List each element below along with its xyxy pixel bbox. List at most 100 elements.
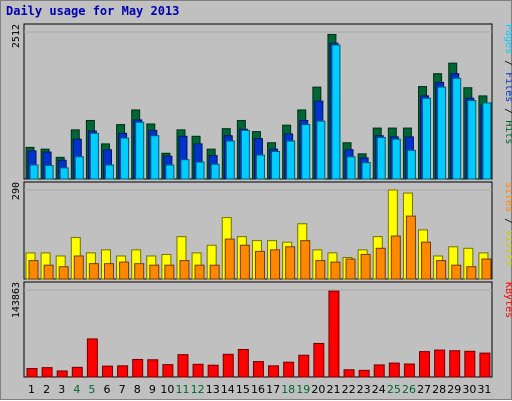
bar-kbytes-day-10	[162, 364, 174, 378]
panel-usage: 2512 Pages / Files / Hits	[11, 23, 512, 180]
x-tick-label-day-14: 14	[221, 383, 235, 396]
x-tick-label-day-3: 3	[58, 383, 65, 396]
bar-sites-day-18	[285, 246, 296, 280]
bar-kbytes-day-19	[298, 354, 310, 378]
bar-sites-day-8	[134, 263, 145, 280]
legend-entry-visits: Visits	[503, 230, 512, 266]
bar-kbytes-day-25	[388, 362, 400, 378]
bar-pages-day-24	[376, 136, 386, 180]
bar-pages-day-12	[195, 161, 205, 180]
bar-kbytes-day-14	[222, 353, 234, 378]
bar-pages-day-23	[361, 162, 371, 180]
bar-sites-day-13	[209, 264, 220, 280]
bar-kbytes-day-15	[237, 348, 249, 378]
x-tick-label-day-1: 1	[28, 383, 35, 396]
x-tick-label-day-9: 9	[149, 383, 156, 396]
bar-pages-day-2	[44, 165, 54, 180]
bar-pages-day-31	[482, 102, 492, 180]
x-tick-label-day-11: 11	[176, 383, 190, 396]
bar-sites-day-3	[58, 266, 69, 280]
legend-entry-hits: Hits	[503, 120, 512, 144]
x-tick-label-day-22: 22	[342, 383, 356, 396]
bar-sites-day-30	[466, 266, 477, 280]
bar-kbytes-day-29	[449, 350, 461, 378]
legend-entry-pages: Pages	[503, 24, 512, 54]
panel-kbytes-max-label: 143863	[11, 282, 22, 318]
panel-usage-max-label: 2512	[11, 24, 22, 48]
bar-sites-day-23	[360, 253, 371, 280]
bar-kbytes-day-4	[71, 366, 83, 378]
bar-pages-day-9	[150, 135, 160, 180]
bar-kbytes-day-31	[479, 352, 491, 378]
bar-kbytes-day-1	[26, 368, 38, 378]
x-tick-label-day-2: 2	[43, 383, 50, 396]
bar-kbytes-day-7	[117, 365, 129, 378]
x-tick-label-day-25: 25	[387, 383, 401, 396]
x-tick-label-day-23: 23	[357, 383, 371, 396]
bar-kbytes-day-30	[464, 350, 476, 378]
bar-kbytes-day-16	[252, 361, 264, 378]
bar-sites-day-15	[239, 244, 250, 280]
bar-sites-day-17	[270, 249, 281, 280]
bar-sites-day-9	[149, 264, 160, 280]
bar-kbytes-day-26	[403, 363, 415, 378]
bar-kbytes-day-18	[283, 361, 295, 378]
legend-separator: /	[503, 54, 512, 72]
x-tick-label-day-7: 7	[119, 383, 126, 396]
bar-pages-day-22	[346, 156, 356, 180]
bar-pages-day-21	[331, 44, 341, 180]
bar-sites-day-10	[164, 264, 175, 280]
x-tick-label-day-29: 29	[447, 383, 461, 396]
bar-pages-day-16	[255, 154, 265, 180]
x-tick-label-day-27: 27	[417, 383, 431, 396]
bar-pages-day-13	[210, 163, 220, 180]
bar-sites-day-21	[330, 261, 341, 280]
bar-sites-day-6	[103, 263, 114, 280]
x-tick-label-day-19: 19	[296, 383, 310, 396]
bar-sites-day-26	[405, 215, 416, 280]
bar-sites-day-19	[300, 240, 311, 280]
x-tick-label-day-26: 26	[402, 383, 416, 396]
x-tick-label-day-4: 4	[73, 383, 80, 396]
x-tick-label-day-10: 10	[160, 383, 174, 396]
legend-entry-kbytes: KBytes	[503, 282, 512, 318]
legend-separator: /	[503, 102, 512, 120]
bar-sites-day-27	[421, 241, 432, 280]
x-tick-label-day-8: 8	[134, 383, 141, 396]
panel-visits-legend: Sites / Visits	[503, 182, 512, 266]
bar-pages-day-8	[135, 121, 145, 180]
x-tick-label-day-6: 6	[104, 383, 111, 396]
bar-kbytes-day-28	[434, 349, 446, 378]
chart-title: Daily usage for May 2013	[6, 4, 180, 18]
legend-entry-sites: Sites	[503, 182, 512, 212]
x-tick-label-day-30: 30	[462, 383, 476, 396]
bar-kbytes-day-23	[358, 369, 370, 378]
bar-pages-day-10	[165, 164, 175, 180]
legend-entry-files: Files	[503, 72, 512, 102]
bar-pages-day-26	[406, 149, 416, 180]
bar-pages-day-28	[437, 86, 447, 180]
bar-kbytes-day-27	[419, 351, 431, 378]
bar-pages-day-3	[59, 167, 69, 180]
bar-pages-day-19	[301, 124, 311, 180]
bar-sites-day-16	[254, 250, 265, 280]
bar-sites-day-22	[345, 258, 356, 280]
x-tick-label-day-31: 31	[477, 383, 491, 396]
bar-sites-day-24	[375, 247, 386, 280]
bar-kbytes-day-17	[268, 365, 280, 378]
bar-pages-day-25	[391, 138, 401, 180]
x-tick-label-day-21: 21	[326, 383, 340, 396]
x-tick-label-day-13: 13	[206, 383, 220, 396]
bar-sites-day-2	[43, 264, 54, 280]
bar-pages-day-5	[89, 132, 99, 180]
bar-kbytes-day-20	[313, 342, 325, 378]
x-tick-label-day-24: 24	[372, 383, 386, 396]
bar-kbytes-day-9	[147, 359, 159, 378]
x-tick-label-day-20: 20	[311, 383, 325, 396]
x-tick-label-day-18: 18	[281, 383, 295, 396]
panel-kbytes-legend: KBytes	[503, 282, 512, 318]
x-tick-label-day-16: 16	[251, 383, 265, 396]
bar-sites-day-4	[73, 255, 84, 280]
